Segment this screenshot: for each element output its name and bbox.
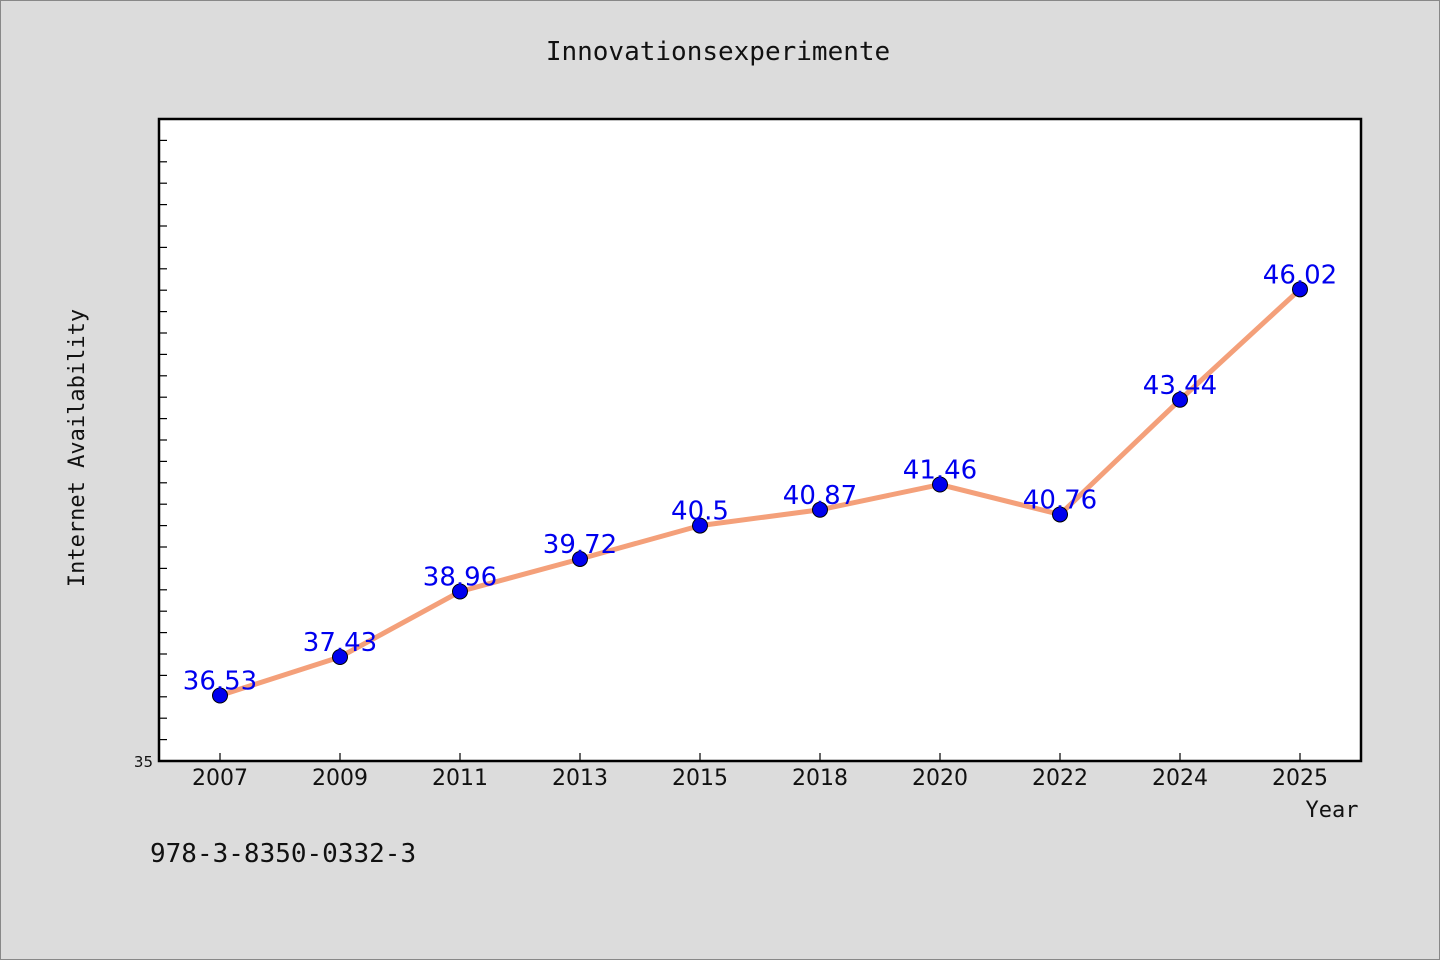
x-tick-label: 2007 (192, 766, 248, 791)
data-point (1172, 391, 1188, 408)
data-point (1052, 506, 1068, 523)
data-label: 40.5 (671, 497, 729, 527)
data-point (932, 476, 948, 493)
data-point (812, 501, 828, 518)
data-labels: 36.53 37.43 38.96 39.72 40.5 40.87 41.46 40.76 4… (183, 260, 1337, 696)
data-label: 40.76 (1023, 485, 1097, 515)
x-tick-label: 2020 (912, 766, 968, 791)
data-label: 40.87 (783, 481, 857, 511)
data-label: 37.43 (303, 628, 377, 658)
y-axis-ticks (159, 139, 167, 762)
data-point (1292, 281, 1308, 298)
x-tick-label: 2009 (312, 766, 368, 791)
x-tick-label: 2011 (432, 766, 488, 791)
y-axis-label: Internet Availability (65, 309, 90, 587)
x-axis-label: Year (1306, 798, 1359, 823)
data-label: 43.44 (1143, 371, 1217, 401)
data-label: 39.72 (543, 530, 617, 560)
series-markers (212, 281, 1308, 704)
x-tick-label: 2024 (1152, 766, 1208, 791)
chart-title: Innovationsexperimente (546, 37, 890, 67)
x-tick-label: 2013 (552, 766, 608, 791)
series-line (217, 286, 1303, 699)
x-axis-tick-labels: 2007 2009 2011 2013 2015 2018 2020 2022 2024 2025 (192, 766, 1328, 791)
data-point (332, 648, 348, 665)
data-point (452, 583, 468, 600)
x-axis-ticks (219, 753, 1301, 761)
x-tick-label: 2025 (1272, 766, 1328, 791)
y-tick-label-min: 35 (134, 753, 153, 771)
data-label: 36.53 (183, 667, 257, 697)
data-point (692, 517, 708, 534)
data-point (212, 687, 228, 704)
x-tick-label: 2022 (1032, 766, 1088, 791)
footer-isbn: 978-3-8350-0332-3 (150, 839, 416, 869)
x-tick-label: 2018 (792, 766, 848, 791)
data-point (572, 550, 588, 567)
data-label: 41.46 (903, 456, 977, 486)
plot-area (157, 117, 1363, 763)
x-tick-label: 2015 (672, 766, 728, 791)
data-label: 38.96 (423, 563, 497, 593)
data-label: 46.02 (1263, 260, 1337, 290)
